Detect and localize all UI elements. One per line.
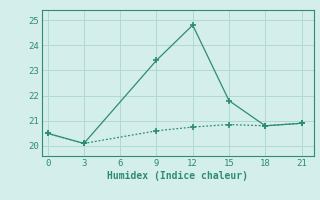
X-axis label: Humidex (Indice chaleur): Humidex (Indice chaleur) xyxy=(107,171,248,181)
